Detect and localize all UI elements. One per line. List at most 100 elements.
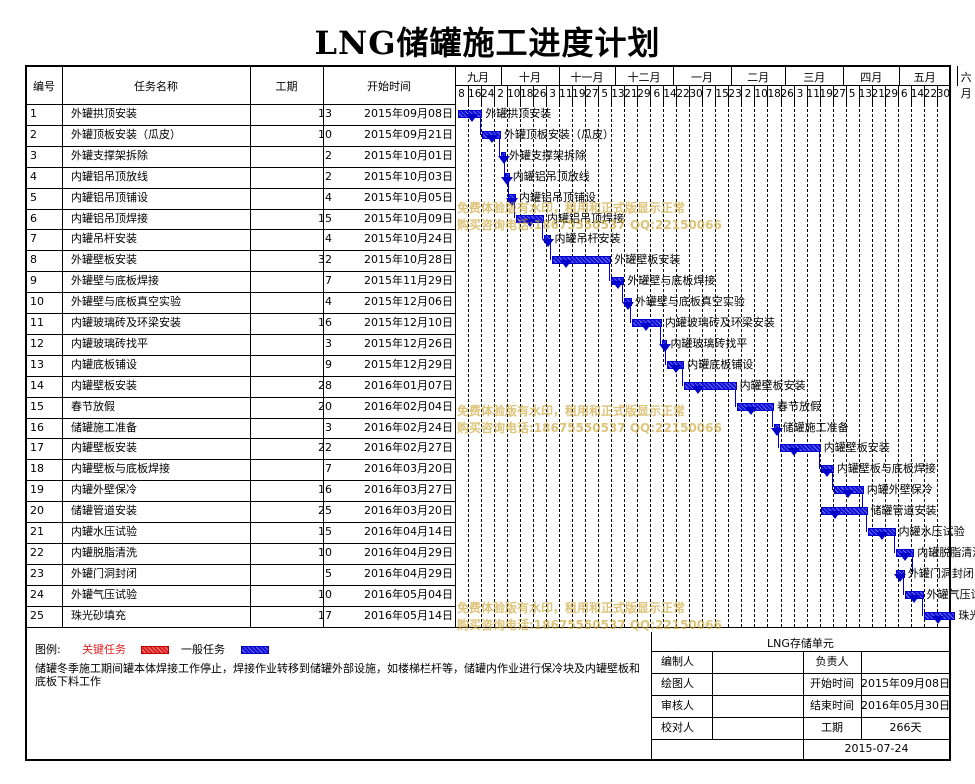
grid-line	[936, 85, 938, 104]
timeline-day: 11	[806, 88, 820, 100]
gantt-link	[622, 285, 624, 303]
task-duration: 10	[318, 545, 332, 559]
timeline-gridline	[702, 104, 704, 627]
timeline-gridline	[871, 104, 873, 627]
task-number: 19	[30, 483, 44, 497]
task-start-date: 2016年03月27日	[364, 483, 453, 497]
timeline-day: 30	[936, 88, 951, 100]
grid-line	[712, 651, 713, 739]
timeline-gridline	[754, 104, 756, 627]
timeline-day: 24	[481, 88, 495, 100]
legend-critical-label: 关键任务	[82, 643, 126, 656]
task-number: 16	[30, 420, 44, 434]
task-number: 15	[30, 399, 44, 413]
task-name: 内罐壁板与底板焊接	[71, 462, 170, 476]
timeline-gridline	[546, 104, 548, 627]
gantt-link	[549, 243, 551, 261]
timeline-day: 19	[572, 88, 586, 100]
grid-line	[26, 292, 456, 294]
gantt-bar-label: 外罐壁与底板真空实验	[634, 295, 745, 309]
grid-line	[494, 85, 496, 104]
timeline-gridline	[689, 104, 691, 627]
timeline-gridline	[598, 104, 600, 627]
grid-line	[26, 417, 456, 419]
task-duration: 10	[318, 587, 332, 601]
gantt-link	[665, 347, 667, 365]
title-block-date: 2015-07-24	[844, 742, 909, 755]
grid-line	[26, 124, 456, 126]
task-name: 外罐拱顶安装	[71, 107, 137, 120]
gantt-bar-arrow	[931, 615, 944, 624]
watermark-text: 购买咨询电话:18675550537 QQ:22150066	[457, 421, 722, 435]
grid-line	[26, 563, 456, 565]
task-duration: 2	[325, 169, 332, 183]
task-start-date: 2015年09月21日	[364, 127, 453, 141]
gantt-link	[507, 180, 509, 198]
task-number: 13	[30, 357, 44, 371]
task-name: 内罐脱脂清洗	[71, 545, 137, 559]
gantt-link	[542, 222, 544, 240]
task-start-date: 2016年01月07日	[364, 378, 453, 392]
header-duration: 工期	[275, 80, 298, 93]
grid-line	[26, 396, 456, 398]
grid-line	[806, 85, 808, 104]
timeline-gridline	[663, 104, 665, 627]
grid-line	[651, 651, 950, 652]
title-block-value: 2016年05月30日	[861, 699, 950, 712]
grid-line	[26, 333, 456, 335]
task-duration: 13	[318, 107, 332, 120]
grid-line	[26, 605, 456, 607]
task-number: 17	[30, 441, 44, 455]
gantt-link	[504, 159, 505, 177]
task-number: 6	[30, 211, 37, 225]
task-name: 外罐支撑架拆除	[71, 148, 148, 162]
timeline-day: 2	[744, 88, 752, 100]
grid-line	[26, 271, 456, 273]
grid-line	[731, 66, 733, 86]
task-start-date: 2015年12月06日	[364, 295, 453, 309]
gantt-bar-label: 外罐支撑架拆除	[509, 148, 586, 162]
task-duration: 28	[318, 378, 332, 392]
task-number: 9	[30, 274, 37, 288]
task-number: 1	[30, 107, 37, 120]
task-duration: 7	[325, 274, 332, 288]
task-name: 内罐外壁保冷	[71, 483, 137, 497]
task-start-date: 2015年10月05日	[364, 190, 453, 204]
gantt-bar-label: 内罐铝吊顶放线	[512, 169, 590, 183]
task-duration: 17	[318, 608, 332, 622]
gantt-bar	[551, 256, 612, 265]
task-name: 外罐壁与底板真空实验	[71, 295, 181, 309]
task-start-date: 2015年10月28日	[364, 253, 453, 267]
gantt-bar-label: 储罐施工准备	[782, 420, 849, 434]
grid-line	[611, 85, 613, 104]
gantt-bar-label: 外罐壁板安装	[614, 253, 681, 267]
timeline-gridline	[481, 104, 483, 627]
task-number: 4	[30, 169, 37, 183]
grid-line	[897, 85, 899, 104]
grid-line	[676, 85, 678, 104]
timeline-day: 14	[663, 88, 677, 100]
title-block-label: 绘图人	[661, 677, 694, 690]
grid-line	[26, 208, 456, 210]
grid-line	[481, 85, 483, 104]
grid-line	[585, 85, 587, 104]
grid-line	[884, 85, 886, 104]
grid-line	[651, 673, 950, 674]
gantt-bar-label: 珠光砂填充	[958, 608, 975, 622]
grid-line	[741, 85, 743, 104]
timeline-day: 16	[468, 88, 482, 100]
grid-line	[26, 501, 456, 503]
grid-line	[793, 85, 795, 104]
task-name: 内罐底板铺设	[71, 357, 137, 371]
timeline-gridline	[650, 104, 652, 627]
grid-line	[871, 85, 873, 104]
timeline-day: 22	[676, 88, 690, 100]
watermark-text: 购买咨询电话:18675550537 QQ:22150066	[457, 618, 722, 632]
timeline-gridline	[936, 104, 938, 627]
grid-line	[650, 85, 652, 104]
grid-line	[26, 229, 456, 231]
gantt-bar-label: 内罐壁板安装	[823, 441, 890, 455]
grid-line	[26, 313, 456, 314]
gantt-bar-arrow	[523, 218, 536, 227]
timeline-gridline	[572, 104, 574, 627]
